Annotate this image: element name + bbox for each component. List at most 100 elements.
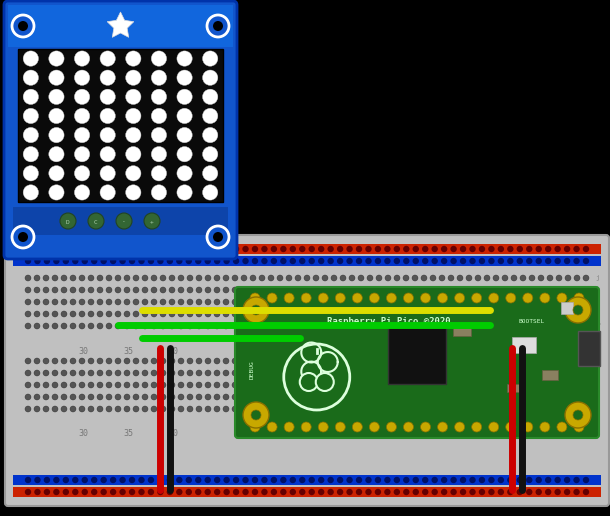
Bar: [13, 207, 228, 235]
Circle shape: [72, 489, 79, 495]
Circle shape: [511, 311, 517, 317]
Circle shape: [583, 394, 589, 400]
Circle shape: [232, 394, 238, 400]
Circle shape: [583, 358, 589, 364]
Circle shape: [124, 394, 130, 400]
Circle shape: [52, 287, 58, 293]
Circle shape: [79, 299, 85, 305]
Circle shape: [177, 147, 192, 162]
Circle shape: [261, 246, 268, 252]
Circle shape: [484, 287, 490, 293]
Circle shape: [450, 246, 457, 252]
Circle shape: [133, 394, 139, 400]
Circle shape: [358, 311, 364, 317]
Circle shape: [583, 275, 589, 281]
Circle shape: [331, 323, 337, 329]
Circle shape: [53, 489, 60, 495]
Circle shape: [97, 287, 103, 293]
Circle shape: [365, 246, 371, 252]
Circle shape: [178, 311, 184, 317]
Circle shape: [196, 299, 202, 305]
Circle shape: [126, 108, 141, 124]
Circle shape: [133, 275, 139, 281]
Circle shape: [547, 299, 553, 305]
Circle shape: [268, 299, 274, 305]
Circle shape: [556, 311, 562, 317]
Circle shape: [313, 406, 319, 412]
Circle shape: [241, 370, 247, 376]
Circle shape: [412, 406, 418, 412]
Circle shape: [232, 299, 238, 305]
Circle shape: [328, 258, 334, 264]
Circle shape: [232, 323, 238, 329]
Circle shape: [151, 358, 157, 364]
Circle shape: [115, 275, 121, 281]
Circle shape: [318, 293, 328, 303]
Circle shape: [358, 382, 364, 388]
Circle shape: [43, 358, 49, 364]
Circle shape: [52, 394, 58, 400]
Circle shape: [466, 370, 472, 376]
Circle shape: [72, 246, 79, 252]
Circle shape: [507, 246, 514, 252]
Circle shape: [214, 477, 220, 483]
Circle shape: [100, 70, 115, 85]
Circle shape: [556, 287, 562, 293]
Circle shape: [299, 246, 306, 252]
Circle shape: [178, 370, 184, 376]
Circle shape: [356, 477, 362, 483]
Circle shape: [124, 382, 130, 388]
Circle shape: [356, 258, 362, 264]
Circle shape: [53, 258, 60, 264]
Circle shape: [232, 287, 238, 293]
Circle shape: [106, 275, 112, 281]
Circle shape: [34, 489, 41, 495]
Bar: [8, 5, 233, 47]
Circle shape: [232, 370, 238, 376]
Circle shape: [337, 489, 343, 495]
Circle shape: [583, 370, 589, 376]
Circle shape: [223, 406, 229, 412]
FancyBboxPatch shape: [235, 287, 599, 438]
Circle shape: [493, 275, 499, 281]
Circle shape: [286, 323, 292, 329]
Circle shape: [43, 311, 49, 317]
Circle shape: [106, 358, 112, 364]
Circle shape: [450, 258, 457, 264]
Circle shape: [43, 394, 49, 400]
Circle shape: [538, 382, 544, 388]
Circle shape: [316, 373, 334, 391]
Text: 60: 60: [436, 347, 446, 356]
Circle shape: [547, 358, 553, 364]
Circle shape: [466, 323, 472, 329]
Circle shape: [70, 323, 76, 329]
Circle shape: [271, 489, 277, 495]
Circle shape: [564, 258, 570, 264]
Bar: [388, 326, 446, 384]
Circle shape: [70, 358, 76, 364]
Circle shape: [169, 358, 175, 364]
Circle shape: [126, 127, 141, 143]
Circle shape: [376, 370, 382, 376]
Circle shape: [301, 293, 311, 303]
Circle shape: [124, 358, 130, 364]
Circle shape: [251, 305, 261, 315]
Circle shape: [178, 382, 184, 388]
Circle shape: [241, 394, 247, 400]
Circle shape: [250, 287, 256, 293]
Circle shape: [295, 370, 301, 376]
Circle shape: [34, 406, 40, 412]
Circle shape: [97, 394, 103, 400]
Circle shape: [52, 323, 58, 329]
Circle shape: [214, 323, 220, 329]
Circle shape: [124, 406, 130, 412]
Circle shape: [439, 323, 445, 329]
Circle shape: [88, 311, 94, 317]
Circle shape: [18, 21, 28, 31]
Circle shape: [304, 394, 310, 400]
Circle shape: [61, 275, 67, 281]
Text: c: c: [596, 382, 600, 388]
Circle shape: [169, 275, 175, 281]
Circle shape: [313, 370, 319, 376]
Circle shape: [106, 394, 112, 400]
